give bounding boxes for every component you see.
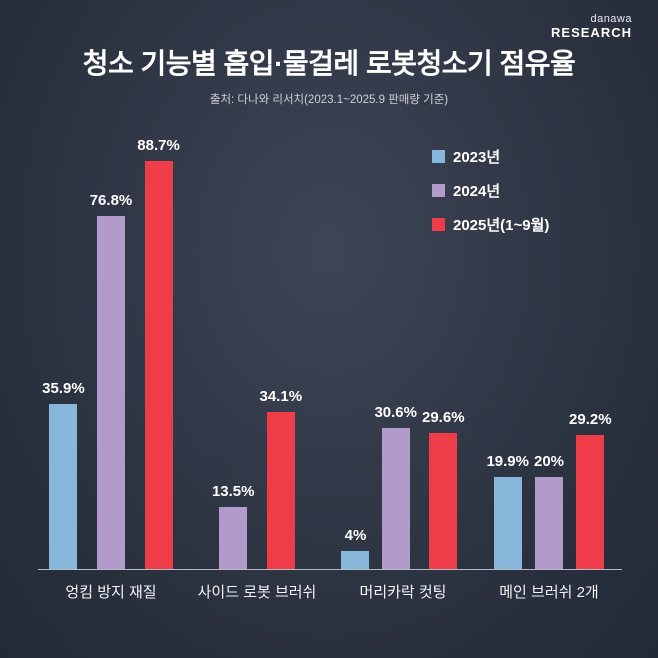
legend-label-2024: 2024년 bbox=[453, 183, 501, 200]
bar-value-label: 20% bbox=[533, 453, 565, 470]
bar-value-label: 4% bbox=[344, 526, 367, 544]
bar-2025년(1~9월) bbox=[144, 160, 173, 569]
category-label: 사이드 로봇 브러쉬 bbox=[197, 584, 317, 601]
bar-group: 35.9% 76.8% 88.7% bbox=[38, 137, 184, 569]
legend-swatch-2025 bbox=[432, 218, 445, 231]
bar-chart: 35.9% 76.8% 88.7% 13.5% 34.1% 4% 30.6% 29.6% 19.… bbox=[38, 125, 622, 602]
bar-2024년 bbox=[535, 477, 563, 569]
logo-danawa-text: danawa bbox=[590, 13, 632, 25]
danawa-research-logo: danawa RESEARCH bbox=[551, 13, 632, 40]
legend-label-2023: 2023년 bbox=[453, 149, 501, 166]
category-label: 엉킴 방지 재질 bbox=[65, 584, 157, 601]
bar-value-label: 30.6% bbox=[374, 404, 417, 422]
bar-2023년 bbox=[49, 403, 78, 569]
legend-swatch-2023 bbox=[432, 150, 445, 163]
bar-column: 30.6% bbox=[374, 404, 417, 569]
bar-value-label: 13.5% bbox=[211, 482, 255, 500]
bar-group: 4% 30.6% 29.6% bbox=[330, 404, 476, 569]
plot-area: 35.9% 76.8% 88.7% 13.5% 34.1% 4% 30.6% 29.6% 19.… bbox=[38, 125, 622, 570]
bar-2023년 bbox=[493, 477, 522, 569]
category-label: 메인 브러쉬 2개 bbox=[499, 584, 599, 601]
bar-2025년(1~9월) bbox=[429, 432, 458, 569]
legend-label-2025: 2025년(1~9월) bbox=[453, 217, 550, 234]
bar-value-label: 29.2% bbox=[569, 410, 612, 428]
bar-value-label: 19.9% bbox=[486, 453, 529, 471]
bar-2025년(1~9월) bbox=[266, 412, 295, 569]
legend-item-2024: 2024년 bbox=[432, 180, 549, 201]
bar-column: 19.9% bbox=[486, 453, 529, 569]
bar-2025년(1~9월) bbox=[576, 434, 605, 569]
bar-value-label: 29.6% bbox=[422, 408, 465, 426]
category-label: 머리카락 컷팅 bbox=[359, 584, 447, 601]
legend-swatch-2024 bbox=[432, 184, 445, 197]
bar-column: 76.8% bbox=[89, 191, 133, 569]
bar-2023년 bbox=[341, 550, 370, 569]
bar-value-label: 76.8% bbox=[89, 191, 133, 209]
bar-column: 20% bbox=[534, 453, 564, 569]
legend-item-2023: 2023년 bbox=[432, 146, 549, 167]
page-title: 청소 기능별 흡입·물걸레 로봇청소기 점유율 bbox=[82, 48, 576, 79]
bar-value-label: 34.1% bbox=[259, 388, 303, 406]
category-row: 엉킴 방지 재질 사이드 로봇 브러쉬 머리카락 컷팅 메인 브러쉬 2개 bbox=[38, 581, 622, 602]
bar-column: 29.6% bbox=[422, 409, 465, 569]
bar-2024년 bbox=[381, 428, 410, 569]
bar-column: 4% bbox=[341, 526, 370, 569]
legend-item-2025: 2025년(1~9월) bbox=[432, 214, 549, 235]
bar-column: 35.9% bbox=[42, 380, 85, 569]
bar-2024년 bbox=[219, 506, 248, 569]
bar-group: 13.5% 34.1% bbox=[184, 388, 330, 569]
bar-column: 88.7% bbox=[137, 137, 180, 569]
bar-group: 19.9% 20% 29.2% bbox=[476, 411, 622, 569]
chart-legend: 2023년 2024년 2025년(1~9월) bbox=[432, 146, 549, 235]
bar-column: 13.5% bbox=[212, 483, 255, 569]
logo-research-text: RESEARCH bbox=[551, 24, 632, 40]
bar-value-label: 88.7% bbox=[137, 136, 180, 154]
bar-value-label: 35.9% bbox=[42, 379, 85, 397]
chart-source-note: 출처: 다나와 리서치(2023.1~2025.9 판매량 기준) bbox=[209, 94, 449, 106]
bar-column: 29.2% bbox=[569, 411, 612, 569]
bar-2024년 bbox=[96, 215, 125, 569]
bar-column: 34.1% bbox=[259, 388, 303, 569]
